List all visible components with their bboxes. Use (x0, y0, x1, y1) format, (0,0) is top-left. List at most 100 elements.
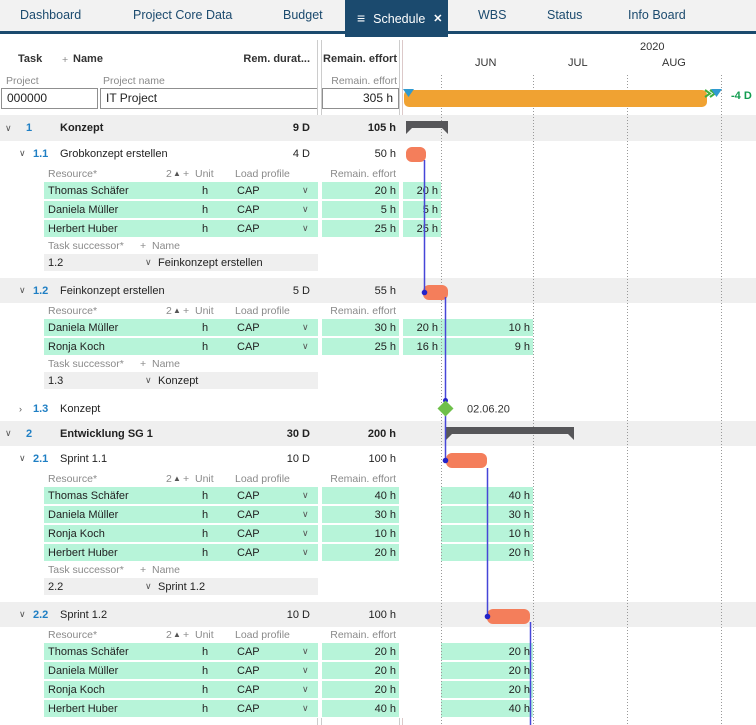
task-number[interactable]: 1.2 (33, 284, 49, 297)
resource-remain-effort[interactable]: 20 h (374, 683, 396, 696)
add-resource-icon[interactable]: + (183, 304, 190, 317)
successor-number[interactable]: 1.2 (48, 256, 64, 269)
resource-unit[interactable]: h (202, 527, 209, 540)
nav-tab-project-core-data[interactable]: Project Core Data (133, 8, 233, 22)
chevron-down-icon[interactable]: ∨ (5, 428, 12, 438)
resource-name[interactable]: Daniela Müller (48, 203, 119, 216)
successor-name[interactable]: Feinkonzept erstellen (158, 256, 263, 269)
dropdown-chevron-icon[interactable]: ∨ (145, 375, 152, 385)
nav-tab-schedule-active[interactable]: ≡ Schedule ✕ (345, 0, 448, 37)
col-header-rem-duration[interactable]: Rem. durat... (243, 53, 310, 65)
task-remain-effort[interactable]: 100 h (368, 452, 396, 465)
task-name[interactable]: Sprint 1.1 (60, 452, 108, 465)
chevron-down-icon[interactable]: ∨ (19, 285, 26, 295)
task-remain-effort[interactable]: 55 h (374, 284, 396, 297)
hamburger-icon[interactable]: ≡ (357, 9, 366, 26)
resource-name[interactable]: Daniela Müller (48, 508, 119, 521)
resource-load-profile[interactable]: CAP (237, 203, 260, 216)
dropdown-chevron-icon[interactable]: ∨ (302, 322, 309, 332)
task-name[interactable]: Sprint 1.2 (60, 608, 108, 621)
nav-tab-info-board[interactable]: Info Board (628, 8, 686, 22)
task-number[interactable]: 1.3 (33, 402, 49, 415)
add-column-icon[interactable]: + (62, 54, 69, 66)
resource-unit[interactable]: h (202, 184, 209, 197)
dropdown-chevron-icon[interactable]: ∨ (302, 703, 309, 713)
add-resource-icon[interactable]: + (183, 472, 190, 485)
resource-remain-effort[interactable]: 10 h (374, 527, 396, 540)
sort-asc-icon[interactable]: ▲ (173, 306, 181, 315)
nav-tab-status[interactable]: Status (547, 8, 583, 22)
sort-asc-icon[interactable]: ▲ (173, 630, 181, 639)
task-rem-duration[interactable]: 5 D (292, 284, 310, 297)
dropdown-chevron-icon[interactable]: ∨ (302, 646, 309, 656)
successor-number[interactable]: 1.3 (48, 374, 64, 387)
resource-load-profile[interactable]: CAP (237, 489, 260, 502)
nav-tab-dashboard[interactable]: Dashboard (20, 8, 82, 22)
resource-load-profile[interactable]: CAP (237, 664, 260, 677)
task-rem-duration[interactable]: 10 D (286, 608, 310, 621)
resource-name[interactable]: Herbert Huber (48, 222, 118, 235)
dropdown-chevron-icon[interactable]: ∨ (302, 509, 309, 519)
dropdown-chevron-icon[interactable]: ∨ (302, 490, 309, 500)
add-resource-icon[interactable]: + (183, 628, 190, 641)
dropdown-chevron-icon[interactable]: ∨ (302, 185, 309, 195)
dropdown-chevron-icon[interactable]: ∨ (145, 257, 152, 267)
resource-remain-effort[interactable]: 20 h (374, 184, 396, 197)
resource-remain-effort[interactable]: 5 h (380, 203, 396, 216)
chevron-down-icon[interactable]: ∨ (19, 148, 26, 158)
project-name-field[interactable]: IT Project (100, 88, 318, 109)
resource-remain-effort[interactable]: 20 h (374, 645, 396, 658)
task-rem-duration[interactable]: 30 D (286, 427, 310, 440)
resource-name[interactable]: Daniela Müller (48, 664, 119, 677)
resource-remain-effort[interactable]: 30 h (374, 321, 396, 334)
add-successor-icon[interactable]: + (140, 357, 147, 370)
resource-load-profile[interactable]: CAP (237, 222, 260, 235)
nav-tab-wbs[interactable]: WBS (478, 8, 507, 22)
resource-load-profile[interactable]: CAP (237, 340, 260, 353)
resource-name[interactable]: Ronja Koch (48, 340, 105, 353)
project-end-marker-icon[interactable] (711, 89, 722, 97)
resource-name[interactable]: Herbert Huber (48, 702, 118, 715)
project-start-marker-icon[interactable] (403, 89, 414, 97)
resource-remain-effort[interactable]: 30 h (374, 508, 396, 521)
chevron-down-icon[interactable]: ∨ (19, 453, 26, 463)
chevron-down-icon[interactable]: ∨ (5, 122, 12, 133)
resource-load-profile[interactable]: CAP (237, 527, 260, 540)
close-icon[interactable]: ✕ (433, 13, 443, 25)
sort-asc-icon[interactable]: ▲ (173, 169, 181, 178)
resource-load-profile[interactable]: CAP (237, 702, 260, 715)
resource-unit[interactable]: h (202, 664, 209, 677)
chevron-right-icon[interactable]: › (19, 403, 22, 414)
resource-unit[interactable]: h (202, 546, 209, 559)
resource-remain-effort[interactable]: 20 h (374, 664, 396, 677)
dropdown-chevron-icon[interactable]: ∨ (302, 665, 309, 675)
resource-unit[interactable]: h (202, 321, 209, 334)
project-bar[interactable] (404, 90, 707, 107)
resource-name[interactable]: Ronja Koch (48, 527, 105, 540)
dropdown-chevron-icon[interactable]: ∨ (302, 341, 309, 351)
task-rem-duration[interactable]: 10 D (286, 452, 310, 465)
dropdown-chevron-icon[interactable]: ∨ (302, 684, 309, 694)
task-remain-effort[interactable]: 50 h (374, 147, 396, 160)
successor-number[interactable]: 2.2 (48, 580, 64, 593)
resource-unit[interactable]: h (202, 645, 209, 658)
dropdown-chevron-icon[interactable]: ∨ (302, 547, 309, 557)
task-remain-effort[interactable]: 105 h (367, 122, 396, 134)
sort-asc-icon[interactable]: ▲ (173, 474, 181, 483)
resource-remain-effort[interactable]: 40 h (374, 702, 396, 715)
resource-name[interactable]: Thomas Schäfer (48, 184, 129, 197)
resource-load-profile[interactable]: CAP (237, 508, 260, 521)
resource-unit[interactable]: h (202, 340, 209, 353)
resource-name[interactable]: Daniela Müller (48, 321, 119, 334)
resource-load-profile[interactable]: CAP (237, 683, 260, 696)
resource-unit[interactable]: h (202, 702, 209, 715)
resource-unit[interactable]: h (202, 489, 209, 502)
task-number[interactable]: 2.1 (33, 452, 49, 465)
resource-remain-effort[interactable]: 25 h (374, 340, 396, 353)
task-remain-effort[interactable]: 100 h (368, 608, 396, 621)
resource-name[interactable]: Herbert Huber (48, 546, 118, 559)
resource-unit[interactable]: h (202, 203, 209, 216)
resource-load-profile[interactable]: CAP (237, 546, 260, 559)
dropdown-chevron-icon[interactable]: ∨ (302, 528, 309, 538)
resource-load-profile[interactable]: CAP (237, 321, 260, 334)
